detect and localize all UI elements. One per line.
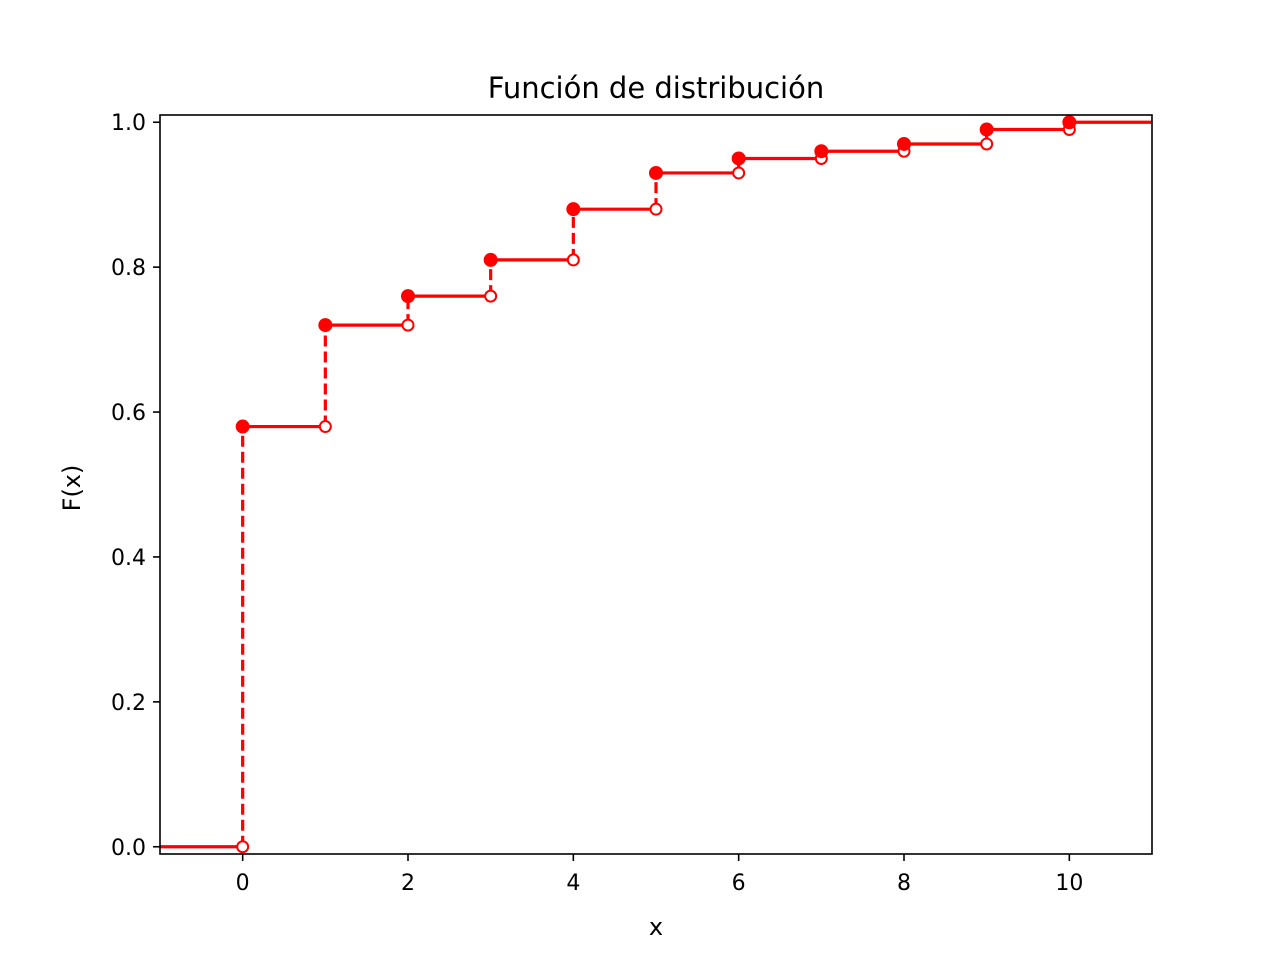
x-tick-label: 2 [401,871,415,896]
y-axis-label: F(x) [58,465,86,512]
open-point [484,289,498,303]
closed-point [814,144,829,159]
y-tick-label: 0.4 [111,546,146,571]
closed-point [731,151,746,166]
y-tick-label: 0.8 [111,256,146,281]
closed-point [401,289,415,304]
y-tick-label: 0.0 [111,836,146,861]
x-tick-label: 0 [236,871,250,896]
open-point [566,253,580,267]
closed-point [979,122,994,137]
x-tick-label: 4 [566,871,580,896]
chart-title: Función de distribución [488,71,825,105]
open-point [649,202,663,216]
open-point [318,420,332,434]
closed-point [897,136,911,151]
plot-area [160,115,1152,854]
open-point [732,166,746,180]
x-tick-label: 6 [732,871,746,896]
x-tick-label: 8 [897,871,911,896]
x-tick-label: 10 [1055,871,1083,896]
closed-point [235,419,250,434]
y-tick-label: 1.0 [111,111,146,136]
x-axis-label: x [649,913,663,941]
y-tick-label: 0.2 [111,691,146,716]
open-point [401,318,415,332]
y-axis: 0.0 0.2 0.4 0.6 0.8 1.0 [111,111,160,861]
closed-point [649,165,663,180]
axes-frame [159,114,1153,855]
x-axis: 0 2 4 6 8 10 [236,854,1083,896]
closed-point [566,202,581,217]
open-point [980,137,994,151]
closed-point [1062,115,1077,130]
closed-point [318,318,333,333]
closed-point [483,252,498,267]
y-tick-label: 0.6 [111,401,146,426]
open-point [236,840,250,854]
